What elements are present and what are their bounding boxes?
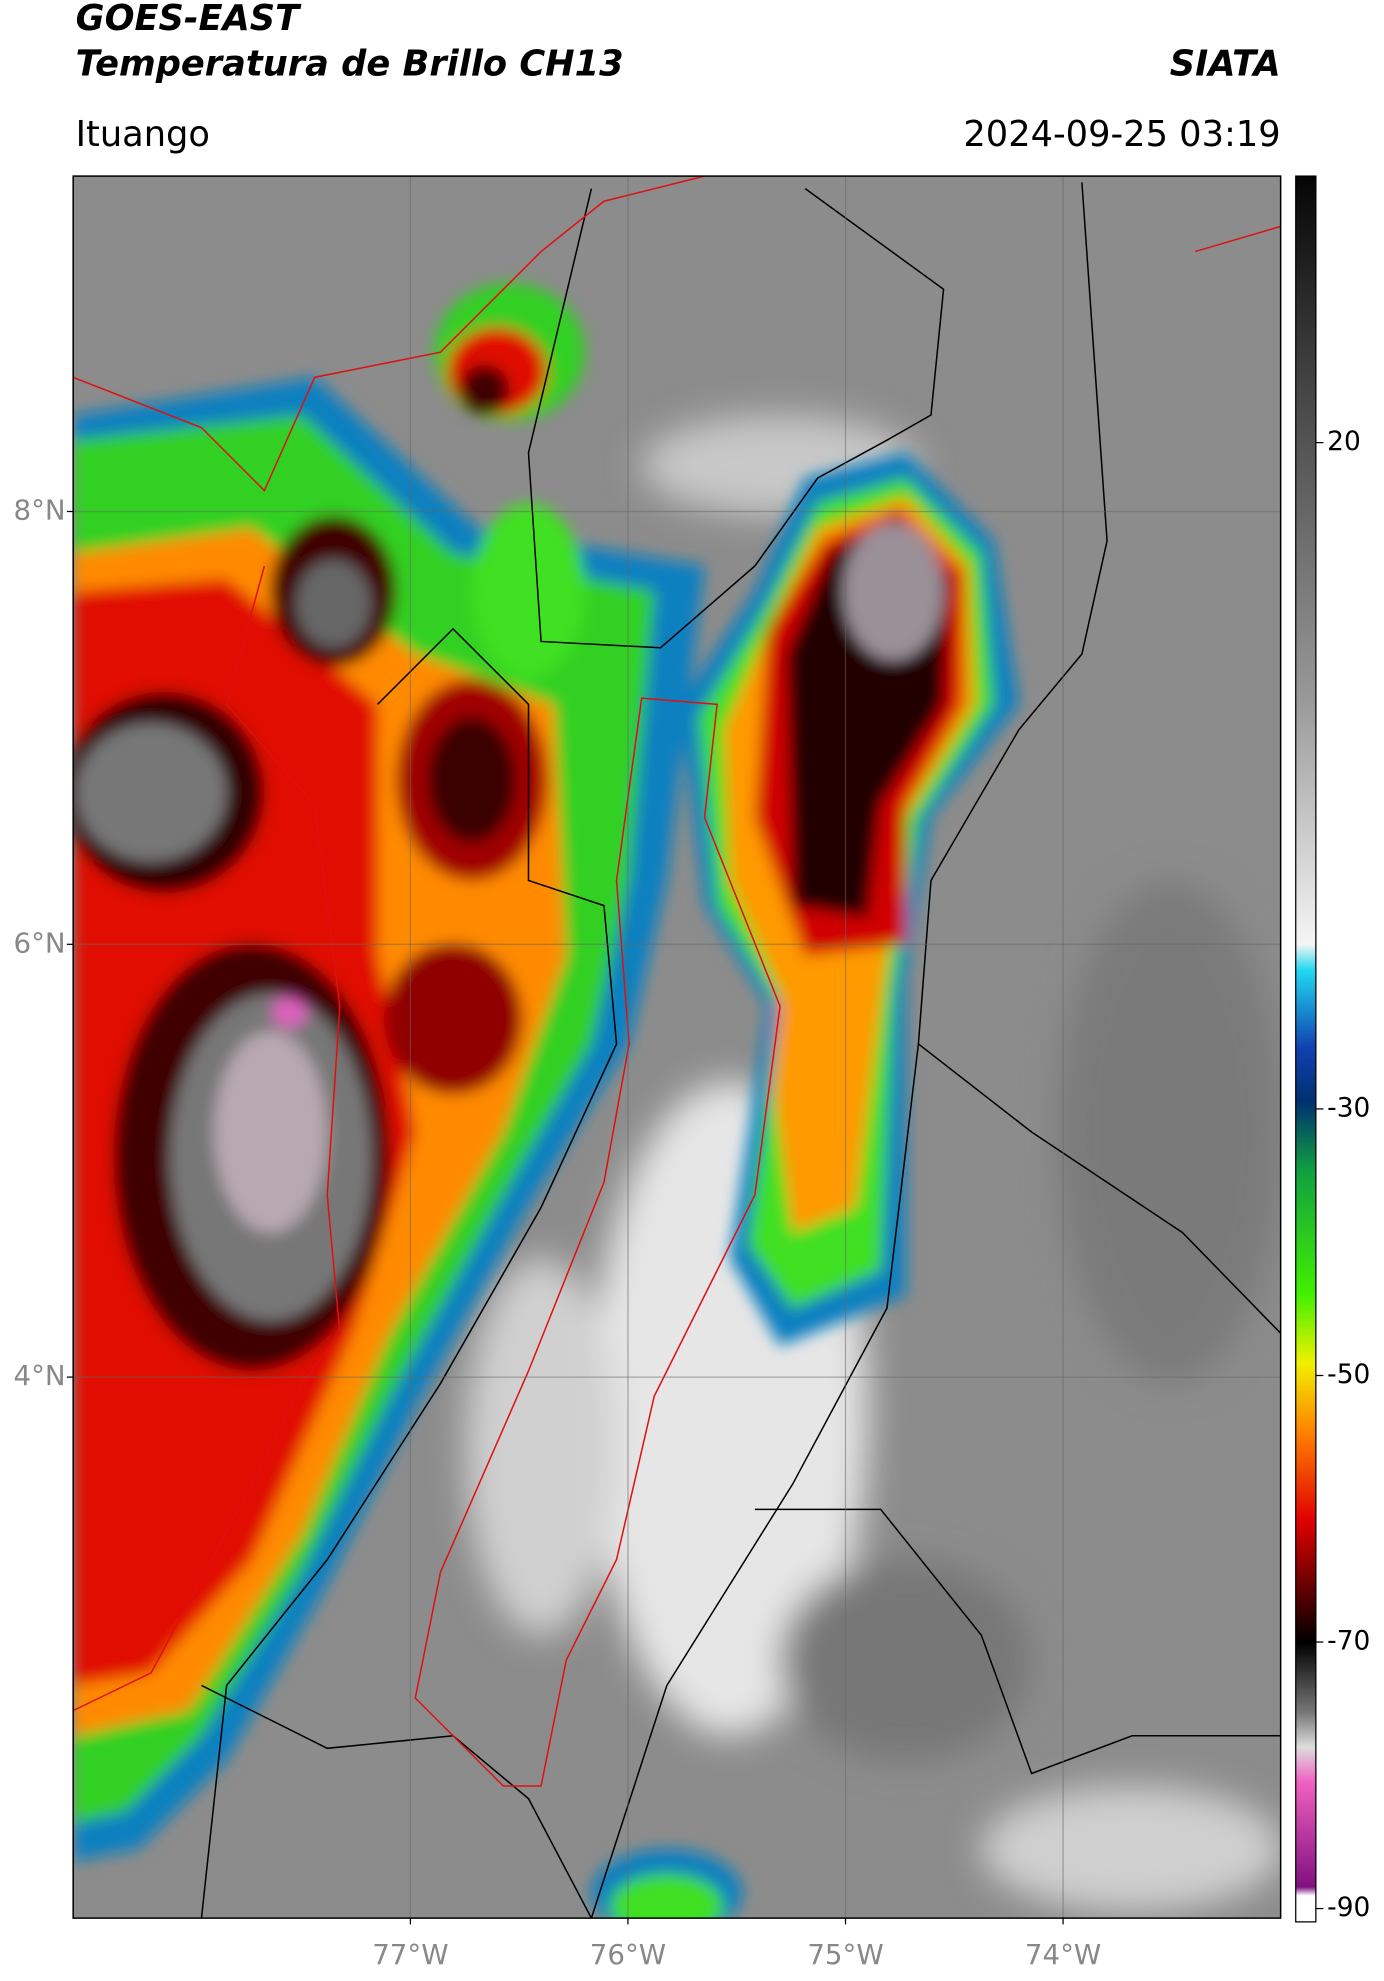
location: Ituango: [76, 114, 210, 155]
borders: [200, 182, 1281, 1919]
grid: [73, 176, 1281, 1919]
colorbar-label: 20: [1327, 426, 1361, 457]
brand: SIATA: [1170, 43, 1281, 84]
lat-label: 6°N: [14, 926, 66, 959]
lon-label: 75°W: [807, 1938, 883, 1971]
lat-label: 4°N: [14, 1359, 66, 1392]
colorbar-label: -30: [1327, 1092, 1370, 1123]
lon-label: 74°W: [1025, 1938, 1101, 1971]
colorbar-label: -90: [1327, 1892, 1370, 1923]
title: GOES-EAST: [76, 0, 302, 39]
datetime: 2024-09-25 03:19: [963, 114, 1280, 155]
satellite-image: [73, 176, 1281, 1919]
map-frame: [72, 175, 1282, 1919]
lon-label: 76°W: [590, 1938, 666, 1971]
colorbar-label: -50: [1327, 1359, 1370, 1390]
colorbar-label: -70: [1327, 1626, 1370, 1657]
colorbar: [1295, 175, 1317, 1923]
lat-label: 8°N: [14, 494, 66, 527]
regional-border: [73, 176, 1281, 1787]
subtitle: Temperatura de Brillo CH13: [76, 43, 624, 84]
lon-label: 77°W: [372, 1938, 448, 1971]
